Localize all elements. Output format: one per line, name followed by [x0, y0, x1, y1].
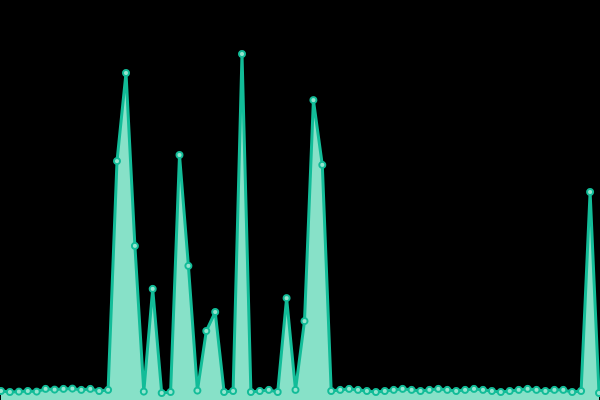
data-point-marker[interactable]: [104, 385, 113, 394]
data-point-marker[interactable]: [229, 387, 238, 395]
data-point-marker[interactable]: [318, 160, 327, 169]
data-point-marker[interactable]: [50, 385, 59, 394]
data-point-marker[interactable]: [5, 388, 14, 396]
data-point-marker[interactable]: [514, 385, 523, 394]
data-point-marker[interactable]: [41, 384, 50, 393]
data-point-marker[interactable]: [461, 385, 470, 394]
data-point-marker[interactable]: [122, 69, 130, 77]
data-point-marker[interactable]: [407, 385, 416, 394]
data-point-marker[interactable]: [532, 385, 541, 394]
data-point-marker[interactable]: [291, 385, 300, 394]
data-point-marker[interactable]: [505, 387, 514, 395]
data-point-marker[interactable]: [95, 387, 104, 395]
data-point-marker[interactable]: [541, 387, 550, 395]
data-point-marker[interactable]: [470, 384, 478, 393]
area-line: [0, 52, 600, 395]
data-point-marker[interactable]: [157, 389, 166, 397]
data-point-marker[interactable]: [559, 385, 568, 394]
data-point-marker[interactable]: [139, 387, 148, 396]
data-point-marker[interactable]: [113, 157, 121, 166]
data-point-marker[interactable]: [425, 385, 434, 394]
data-point-marker[interactable]: [148, 284, 157, 293]
data-point-marker[interactable]: [300, 317, 309, 326]
data-point-marker[interactable]: [86, 384, 95, 393]
data-point-marker[interactable]: [166, 388, 175, 396]
data-point-marker[interactable]: [398, 384, 407, 393]
data-point-marker[interactable]: [175, 151, 184, 159]
data-point-marker[interactable]: [416, 387, 425, 395]
data-point-marker[interactable]: [354, 385, 362, 394]
data-point-marker[interactable]: [586, 188, 595, 196]
data-point-marker[interactable]: [68, 384, 77, 393]
data-point-marker[interactable]: [389, 385, 398, 394]
data-point-marker[interactable]: [345, 384, 354, 393]
data-point-marker[interactable]: [371, 388, 380, 396]
data-point-marker[interactable]: [443, 385, 452, 394]
data-point-marker[interactable]: [577, 387, 586, 395]
data-point-marker[interactable]: [238, 50, 246, 58]
data-point-marker[interactable]: [202, 327, 211, 335]
data-point-marker[interactable]: [479, 385, 487, 394]
data-point-marker[interactable]: [193, 386, 202, 395]
data-point-marker[interactable]: [255, 387, 264, 395]
data-point-marker[interactable]: [14, 387, 23, 396]
area-fill: [1, 54, 599, 400]
data-point-marker[interactable]: [380, 387, 389, 395]
data-point-marker[interactable]: [220, 388, 229, 396]
data-point-marker[interactable]: [130, 241, 139, 250]
data-point-marker[interactable]: [523, 384, 532, 393]
data-point-marker[interactable]: [568, 388, 577, 396]
data-point-marker[interactable]: [246, 388, 255, 396]
data-point-marker[interactable]: [211, 308, 220, 316]
data-point-marker[interactable]: [327, 387, 336, 395]
data-point-marker[interactable]: [282, 294, 291, 303]
data-point-marker[interactable]: [59, 384, 68, 393]
data-point-marker[interactable]: [434, 384, 443, 393]
data-point-marker[interactable]: [0, 387, 5, 395]
data-point-marker[interactable]: [496, 388, 505, 396]
data-point-markers: [0, 50, 600, 397]
data-point-marker[interactable]: [184, 261, 193, 270]
data-point-marker[interactable]: [32, 387, 41, 396]
data-point-marker[interactable]: [273, 388, 282, 396]
data-point-marker[interactable]: [595, 389, 600, 397]
data-point-marker[interactable]: [487, 387, 496, 395]
data-point-marker[interactable]: [550, 385, 559, 394]
data-point-marker[interactable]: [309, 96, 318, 105]
data-point-marker[interactable]: [336, 385, 345, 394]
data-point-marker[interactable]: [77, 385, 86, 394]
data-point-marker[interactable]: [264, 385, 273, 394]
data-point-marker[interactable]: [362, 387, 371, 395]
data-point-marker[interactable]: [23, 387, 32, 395]
data-point-marker[interactable]: [452, 387, 461, 395]
